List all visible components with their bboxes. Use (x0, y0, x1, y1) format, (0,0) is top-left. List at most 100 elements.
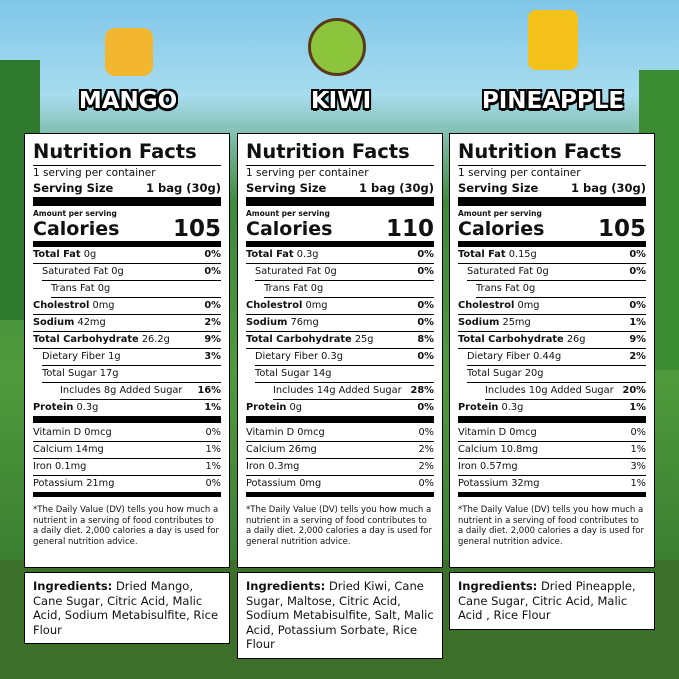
nutrient-label: Sodium (33, 317, 75, 328)
serving-size-row: Serving Size 1 bag (30g) (33, 181, 221, 206)
vitamin-label: Potassium 32mg (458, 478, 540, 489)
calories: 105 (172, 216, 221, 242)
nutrient: Total Carbohydrate 26.2g (33, 332, 170, 348)
nutrition-label: Nutrition Facts 1 serving per container Se… (449, 133, 655, 568)
nutrient: Protein 0g (246, 400, 302, 416)
daily-value: 0% (204, 249, 221, 260)
nutrient-row: Protein 0g 0% (246, 400, 434, 423)
product-name: KIWI (310, 88, 372, 114)
vitamin-row: Calcium 14mg 1% (33, 442, 221, 459)
nutrient-row: Protein 0.3g 1% (458, 400, 646, 423)
footnote: *The Daily Value (DV) tells you how much… (246, 505, 432, 547)
daily-value: 2% (418, 444, 434, 455)
nutrient-label: Cholestrol (33, 300, 90, 311)
ingredients-label: Ingredients: (458, 579, 538, 593)
serving-size-label: Serving Size (458, 181, 539, 195)
nutrition-label: Nutrition Facts 1 serving per container Se… (237, 133, 443, 568)
nutrient-label: Trans Fat (476, 283, 520, 294)
nutrient: Total Carbohydrate 26g (458, 332, 586, 348)
vitamin-label: Vitamin D 0mcg (246, 427, 325, 438)
nutrient: Total Sugar 20g (467, 366, 543, 382)
servings: 1 serving per container (246, 167, 369, 179)
calories-row: Calories 105 (458, 218, 646, 247)
nutrient-amount: 25mg (502, 317, 531, 328)
serving-size-label: Serving Size (246, 181, 327, 195)
nutrition-label: Nutrition Facts 1 serving per container Se… (24, 133, 230, 568)
daily-value: 0% (630, 427, 646, 438)
nutrient-label: Total Fat (246, 249, 294, 260)
vitamin-label: Potassium 0mg (246, 478, 322, 489)
nutrient: Total Sugar 14g (255, 366, 331, 382)
nutrient: Sodium 25mg (458, 315, 531, 331)
nutrient-row: Protein 0.3g 1% (33, 400, 221, 423)
nutrient-label: Dietary Fiber (255, 351, 318, 362)
nutrient-label: Includes 8g Added Sugar (60, 385, 183, 396)
vitamin-row: Potassium 21mg 0% (33, 476, 221, 497)
daily-value: 2% (629, 351, 646, 362)
nutrient-amount: 17g (99, 368, 119, 379)
daily-value: 1% (630, 444, 646, 455)
vitamin-row: Iron 0.3mg 2% (246, 459, 434, 476)
nutrient: Dietary Fiber 0.44g (467, 349, 561, 365)
serving-size-row: Serving Size 1 bag (30g) (246, 181, 434, 206)
daily-value: 8% (417, 334, 434, 345)
daily-value: 1% (629, 317, 646, 328)
daily-value: 28% (410, 385, 434, 396)
servings: 1 serving per container (33, 167, 156, 179)
daily-value: 0% (629, 300, 646, 311)
nutrient-amount: 0.3g (321, 351, 343, 362)
nutrient: Includes 8g Added Sugar (60, 383, 182, 399)
nutrient-label: Dietary Fiber (42, 351, 105, 362)
nutrient-label: Protein (246, 402, 287, 413)
nutrient-row: Total Fat 0g 0% (33, 247, 221, 264)
nutrient-row: Cholestrol 0mg 0% (33, 298, 221, 315)
nutrient-amount: 26g (566, 334, 586, 345)
ingredients-text: Dried Kiwi, Cane Sugar, Maltose, Citric … (246, 579, 434, 651)
ingredients-text: Dried Pineapple, Cane Sugar, Citric Acid… (458, 579, 636, 622)
kiwi-icon (308, 18, 366, 76)
nutrient: Includes 14g Added Sugar (273, 383, 402, 399)
serving-size: 1 bag (30g) (571, 181, 646, 195)
nutrient: Total Fat 0.15g (458, 247, 537, 263)
vitamin-label: Vitamin D 0mcg (33, 427, 112, 438)
nutrient-amount: 0mg (517, 300, 540, 311)
nutrient-row: Cholestrol 0mg 0% (246, 298, 434, 315)
vitamin-row: Iron 0.57mg 3% (458, 459, 646, 476)
nutrient-amount: 20g (524, 368, 544, 379)
nutrient-label: Cholestrol (458, 300, 515, 311)
nutrient-amount: 0g (536, 266, 549, 277)
daily-value: 0% (629, 249, 646, 260)
daily-value: 0% (418, 478, 434, 489)
daily-value: 0% (205, 478, 221, 489)
footnote: *The Daily Value (DV) tells you how much… (458, 505, 644, 547)
nutrient-row: Total Carbohydrate 26.2g 9% (33, 332, 221, 349)
daily-value: 0% (204, 266, 221, 277)
nutrient-amount: 0mg (305, 300, 328, 311)
nutrient-amount: 1g (108, 351, 121, 362)
vitamin-label: Iron 0.57mg (458, 461, 518, 472)
nutrient-label: Includes 14g Added Sugar (273, 385, 402, 396)
daily-value: 0% (629, 266, 646, 277)
label-heading: Nutrition Facts (33, 139, 221, 166)
nutrient: Saturated Fat 0g (42, 264, 124, 280)
nutrient-amount: 0g (310, 283, 324, 294)
calories-label: Calories (33, 218, 120, 240)
daily-value: 0% (417, 402, 434, 413)
nutrient-amount: 0g (324, 266, 337, 277)
ingredients-label: Ingredients: (33, 579, 113, 593)
nutrient-row: Trans Fat 0g (264, 281, 434, 298)
daily-value: 0% (204, 300, 221, 311)
nutrient-amount: 0.44g (533, 351, 562, 362)
nutrient-amount: 0.15g (508, 249, 537, 260)
daily-value: 2% (418, 461, 434, 472)
nutrient: Cholestrol 0mg (33, 298, 114, 314)
daily-value: 0% (417, 266, 434, 277)
nutrient-row: Total Fat 0.15g 0% (458, 247, 646, 264)
footnote: *The Daily Value (DV) tells you how much… (33, 505, 219, 547)
nutrient-label: Protein (33, 402, 74, 413)
nutrient-amount: 76mg (290, 317, 319, 328)
vitamin-row: Iron 0.1mg 1% (33, 459, 221, 476)
nutrient: Protein 0.3g (33, 400, 98, 416)
nutrient-label: Total Sugar (255, 368, 310, 379)
nutrient-amount: 0mg (92, 300, 115, 311)
